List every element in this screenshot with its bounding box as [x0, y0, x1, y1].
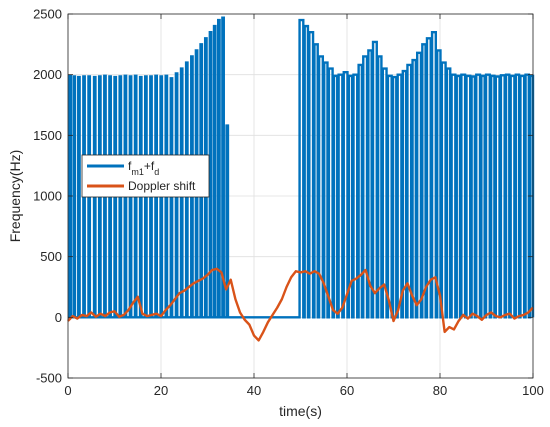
- x-tick-label: 100: [522, 383, 544, 398]
- x-tick-label: 0: [64, 383, 71, 398]
- y-tick-label: -500: [36, 371, 62, 386]
- x-tick-label: 80: [433, 383, 447, 398]
- y-tick-label: 2500: [33, 7, 62, 22]
- x-tick-label: 40: [247, 383, 261, 398]
- legend-label-subscript-2: d: [154, 167, 159, 177]
- legend-label-plus: +f: [144, 159, 155, 173]
- y-tick-label: 1000: [33, 189, 62, 204]
- series-1-line: [68, 16, 535, 319]
- legend-label-series-2: Doppler shift: [128, 179, 196, 193]
- x-tick-label: 20: [154, 383, 168, 398]
- legend: fm1+fd Doppler shift: [81, 154, 210, 198]
- series-2-line: [67, 267, 534, 342]
- y-axis-label: Frequency(Hz): [7, 150, 23, 243]
- y-tick-label: 0: [55, 310, 62, 325]
- x-tick-label: 60: [340, 383, 354, 398]
- y-tick-label: 2000: [33, 67, 62, 82]
- legend-label-main: f: [128, 159, 132, 173]
- legend-box: [81, 154, 210, 198]
- legend-label-series-1: fm1+fd: [128, 159, 159, 177]
- legend-label-subscript-1: m1: [131, 167, 144, 177]
- y-tick-label: 1500: [33, 128, 62, 143]
- x-axis-label: time(s): [279, 403, 322, 419]
- y-tick-label: 500: [40, 249, 62, 264]
- series-layer: [67, 16, 535, 342]
